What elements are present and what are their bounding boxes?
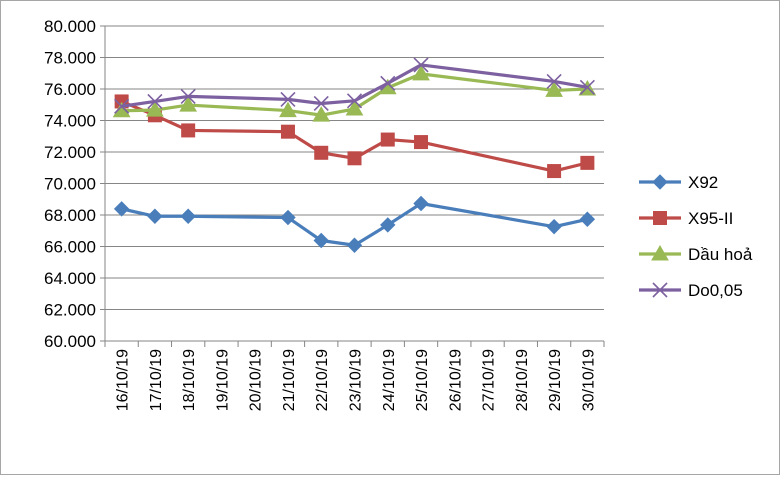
series-d-u-ho- bbox=[112, 64, 597, 122]
x-tick-label: 24/10/19 bbox=[381, 349, 398, 411]
x-tick-label: 18/10/19 bbox=[181, 349, 198, 411]
data-point bbox=[147, 208, 163, 224]
y-tick-label: 72.000 bbox=[44, 143, 96, 162]
y-tick-label: 62.000 bbox=[44, 301, 96, 320]
x-tick-label: 26/10/19 bbox=[447, 349, 464, 411]
series-line bbox=[121, 63, 588, 108]
x-tick-label: 30/10/19 bbox=[580, 349, 597, 411]
legend-marker bbox=[652, 282, 668, 298]
legend-item: Dầu hoả bbox=[639, 244, 753, 264]
data-point bbox=[580, 155, 595, 170]
y-tick-label: 78.000 bbox=[44, 49, 96, 68]
data-point bbox=[114, 98, 130, 114]
legend-label: X95-II bbox=[688, 209, 733, 228]
series-do0-05 bbox=[114, 57, 595, 114]
x-tick-label: 22/10/19 bbox=[314, 349, 331, 411]
x-tick-label: 17/10/19 bbox=[148, 349, 165, 411]
data-point bbox=[546, 73, 562, 90]
gridlines bbox=[105, 25, 604, 310]
data-point bbox=[280, 91, 296, 107]
y-tick-label: 70.000 bbox=[44, 175, 96, 194]
x-tick-label: 29/10/19 bbox=[547, 349, 564, 411]
data-point bbox=[313, 95, 329, 112]
data-point bbox=[380, 217, 396, 233]
y-tick-label: 66.000 bbox=[44, 238, 96, 257]
data-point bbox=[279, 101, 297, 118]
data-point bbox=[313, 232, 329, 249]
x-tick-label: 28/10/19 bbox=[514, 349, 531, 411]
data-point bbox=[413, 57, 429, 73]
data-point bbox=[380, 132, 395, 147]
series bbox=[112, 57, 597, 253]
legend-label: X92 bbox=[688, 173, 718, 192]
x-tick-label: 27/10/19 bbox=[481, 349, 498, 411]
legend-label: Dầu hoả bbox=[688, 245, 753, 264]
data-point bbox=[413, 195, 429, 212]
data-point bbox=[314, 145, 329, 160]
y-axis-ticks: 60.000 62.000 64.000 66.000 68.000 70.000 72.0… bbox=[44, 17, 96, 351]
data-point bbox=[579, 79, 595, 95]
y-tick-label: 76.000 bbox=[44, 80, 96, 99]
x-tick-label: 19/10/19 bbox=[214, 349, 231, 411]
legend-item: X92 bbox=[639, 173, 718, 192]
data-point bbox=[546, 218, 562, 235]
y-tick-label: 68.000 bbox=[44, 206, 96, 225]
data-point bbox=[346, 237, 363, 253]
data-point bbox=[179, 96, 198, 112]
series-line bbox=[121, 201, 588, 247]
data-point bbox=[180, 88, 196, 104]
series-x95-ii bbox=[114, 94, 595, 179]
data-point bbox=[280, 209, 296, 226]
data-point bbox=[346, 93, 363, 109]
y-tick-label: 74.000 bbox=[44, 112, 96, 131]
data-point bbox=[113, 201, 130, 217]
legend-marker bbox=[653, 211, 667, 225]
data-point bbox=[545, 81, 563, 97]
data-point bbox=[579, 211, 596, 227]
data-point bbox=[345, 99, 364, 116]
legend-item: Do0,05 bbox=[639, 281, 743, 300]
x-tick-label: 20/10/19 bbox=[248, 349, 265, 411]
axes bbox=[100, 25, 605, 347]
series-x92 bbox=[113, 195, 596, 253]
y-tick-label: 60.000 bbox=[44, 332, 96, 351]
x-tick-label: 16/10/19 bbox=[115, 349, 132, 411]
legend: X92 X95-II Dầu hoả Do0,05 bbox=[639, 173, 753, 300]
legend-marker bbox=[652, 174, 668, 190]
legend-item: X95-II bbox=[639, 209, 733, 228]
data-point bbox=[146, 101, 164, 117]
data-point bbox=[347, 151, 362, 166]
data-point bbox=[547, 164, 562, 179]
x-axis-ticks: 16/10/19 17/10/19 18/10/19 19/10/19 20/10/19… bbox=[115, 349, 598, 411]
x-tick-label: 23/10/19 bbox=[348, 349, 365, 411]
data-point bbox=[181, 123, 196, 138]
data-point bbox=[147, 93, 163, 110]
data-point bbox=[380, 75, 396, 91]
data-point bbox=[312, 106, 331, 122]
y-tick-label: 80.000 bbox=[44, 17, 96, 36]
x-tick-label: 25/10/19 bbox=[414, 349, 431, 411]
series-line bbox=[121, 99, 588, 173]
data-point bbox=[412, 64, 430, 81]
series-line bbox=[121, 72, 588, 117]
data-point bbox=[180, 208, 196, 224]
data-point bbox=[414, 135, 429, 150]
y-tick-label: 64.000 bbox=[44, 269, 96, 288]
legend-label: Do0,05 bbox=[688, 281, 743, 300]
x-tick-label: 21/10/19 bbox=[281, 349, 298, 411]
data-point bbox=[280, 124, 295, 139]
legend-marker bbox=[651, 244, 669, 261]
